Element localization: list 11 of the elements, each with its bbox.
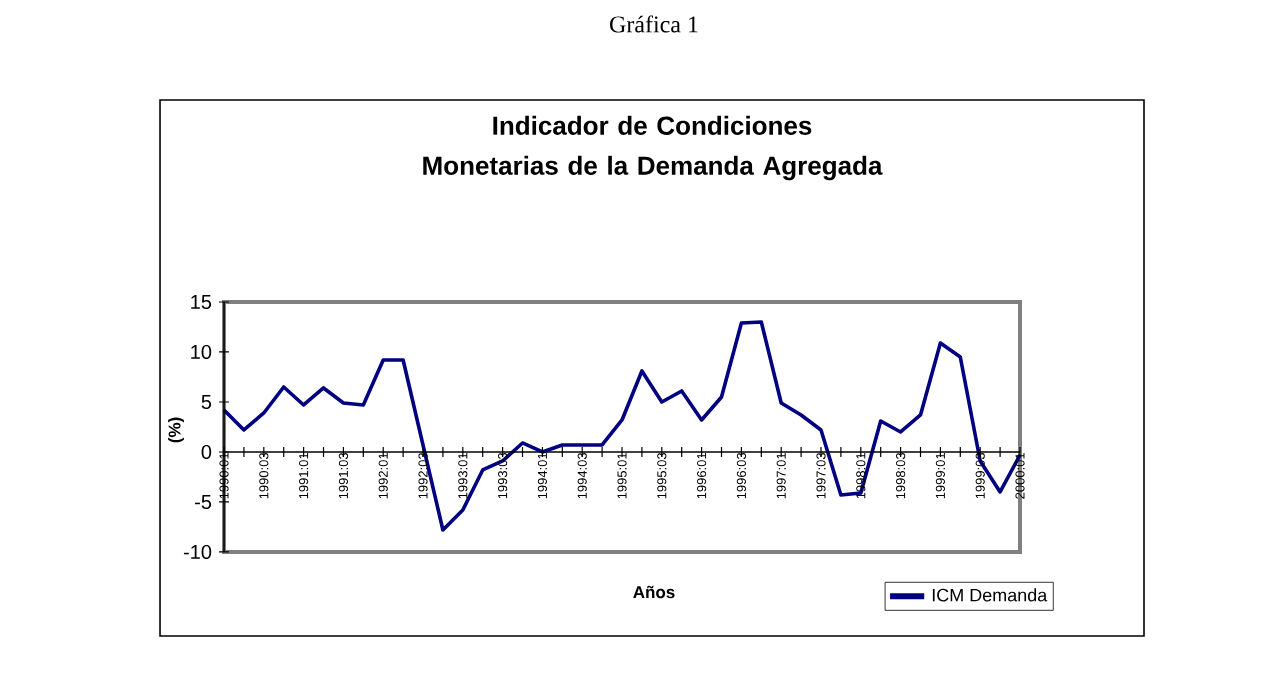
y-tick-label: 0 bbox=[201, 444, 212, 460]
y-tick-label: 10 bbox=[191, 344, 212, 360]
y-tick-label: 15 bbox=[191, 294, 212, 309]
legend-label: ICM Demanda bbox=[932, 588, 1048, 602]
y-tick-label: -10 bbox=[183, 544, 212, 560]
chart-title: Indicador de Condiciones Monetarias de la Demanda Agregada bbox=[423, 115, 883, 181]
y-axis-title: (%) bbox=[168, 417, 184, 443]
x-axis-title: Años bbox=[633, 585, 675, 599]
y-tick-label: -5 bbox=[195, 494, 212, 509]
y-tick-label: 5 bbox=[201, 394, 212, 409]
text: Gráfica 1 bbox=[610, 15, 698, 33]
